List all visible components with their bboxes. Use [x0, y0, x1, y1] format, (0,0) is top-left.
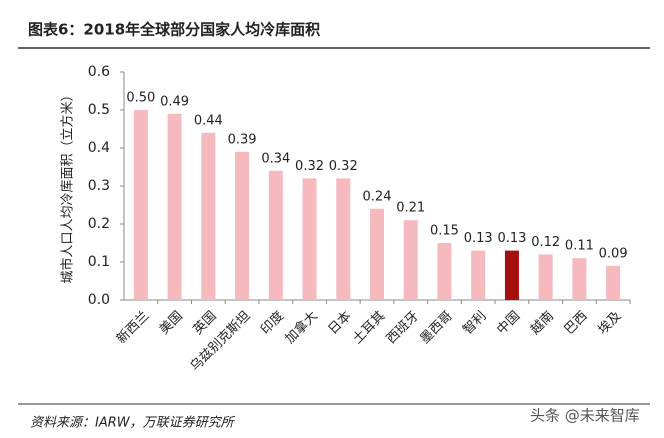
x-tick-label: 巴西	[562, 309, 591, 338]
x-tick-label: 新西兰	[113, 308, 152, 347]
value-label: 0.13	[497, 231, 526, 246]
bar	[302, 178, 317, 300]
value-label: 0.44	[194, 113, 223, 128]
bar	[437, 243, 452, 300]
value-label: 0.24	[363, 189, 392, 204]
y-tick-label: 0.1	[88, 254, 110, 270]
y-tick-label: 0.3	[88, 178, 110, 194]
y-tick-label: 0.5	[88, 102, 110, 118]
x-tick-label: 越南	[527, 308, 557, 338]
value-label: 0.49	[160, 94, 189, 109]
bar	[538, 254, 553, 300]
y-tick-label: 0.6	[88, 64, 110, 80]
x-tick-label: 墨西哥	[418, 309, 456, 347]
bar	[235, 151, 250, 300]
x-tick-label: 西班牙	[384, 309, 422, 347]
y-tick-label: 0.4	[88, 140, 110, 156]
bar	[167, 113, 182, 300]
bar	[403, 220, 418, 300]
watermark: 头条 @未来智库	[530, 407, 640, 425]
value-label: 0.32	[329, 159, 358, 174]
bar	[606, 265, 621, 300]
bar	[572, 258, 587, 300]
value-label: 0.11	[565, 239, 594, 254]
bar	[504, 250, 519, 300]
value-label: 0.15	[430, 224, 459, 239]
bar	[268, 170, 283, 300]
value-label: 0.32	[295, 159, 324, 174]
y-tick-label: 0.0	[88, 292, 110, 308]
x-tick-label: 美国	[157, 309, 186, 338]
value-label: 0.13	[464, 231, 493, 246]
bar	[471, 250, 486, 300]
bar	[201, 132, 216, 300]
x-tick-label: 英国	[191, 309, 220, 338]
bar	[133, 110, 148, 300]
x-tick-label: 日本	[326, 309, 355, 338]
value-label: 0.39	[228, 132, 257, 147]
x-tick-label: 乌兹别克斯坦	[187, 308, 253, 374]
value-label: 0.12	[531, 235, 560, 250]
x-tick-label: 加拿大	[282, 308, 321, 347]
value-label: 0.34	[261, 151, 290, 166]
chart-title: 图表6：2018年全球部分国家人均冷库面积	[28, 21, 320, 39]
x-tick-label: 土耳其	[350, 309, 388, 347]
x-tick-label: 中国	[494, 309, 523, 338]
source: 资料来源：IARW，万联证券研究所	[30, 415, 236, 431]
value-label: 0.21	[396, 201, 425, 216]
bar	[370, 208, 384, 300]
value-label: 0.09	[599, 246, 628, 261]
x-tick-label: 印度	[257, 308, 287, 338]
y-axis-label: 城市人口人均冷库面积（立方米）	[60, 88, 76, 283]
x-tick-label: 智利	[461, 309, 490, 338]
bar	[336, 178, 351, 300]
x-tick-label: 埃及	[595, 309, 624, 338]
y-tick-label: 0.2	[88, 216, 110, 232]
value-label: 0.50	[126, 91, 155, 106]
